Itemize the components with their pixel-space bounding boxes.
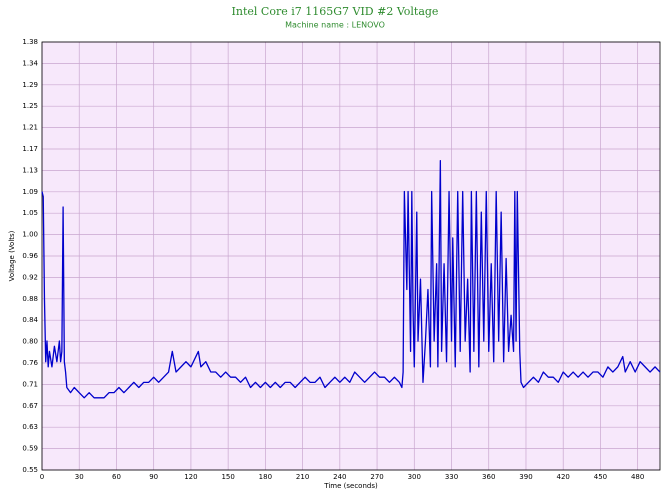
- y-tick-label: 1.34: [22, 59, 38, 67]
- x-tick-label: 60: [112, 473, 121, 481]
- y-tick-label: 0.67: [22, 402, 38, 410]
- y-tick-label: 0.63: [22, 423, 38, 431]
- y-axis-label: Voltage (Volts): [8, 230, 16, 281]
- x-tick-label: 390: [519, 473, 532, 481]
- x-axis-label: Time (seconds): [323, 482, 378, 490]
- x-tick-label: 240: [333, 473, 346, 481]
- x-tick-label: 0: [40, 473, 44, 481]
- y-tick-label: 0.80: [22, 338, 38, 346]
- y-tick-label: 0.71: [22, 380, 38, 388]
- x-tick-label: 420: [557, 473, 570, 481]
- y-tick-label: 1.13: [22, 166, 38, 174]
- y-tick-label: 0.59: [22, 445, 38, 453]
- y-tick-label: 1.29: [22, 81, 38, 89]
- y-tick-label: 0.92: [22, 273, 38, 281]
- x-tick-label: 450: [594, 473, 607, 481]
- x-tick-label: 330: [445, 473, 458, 481]
- x-tick-label: 210: [296, 473, 309, 481]
- x-tick-label: 30: [75, 473, 84, 481]
- y-tick-label: 1.17: [22, 145, 38, 153]
- y-tick-label: 1.38: [22, 38, 38, 46]
- x-tick-label: 150: [221, 473, 234, 481]
- x-tick-label: 360: [482, 473, 495, 481]
- y-tick-label: 1.05: [22, 209, 38, 217]
- y-tick-label: 0.84: [22, 316, 38, 324]
- x-tick-label: 480: [631, 473, 644, 481]
- data-line: [41, 159, 661, 399]
- y-tick-label: 0.96: [22, 252, 38, 260]
- y-tick-label: 1.09: [22, 188, 38, 196]
- y-tick-label: 1.00: [22, 231, 38, 239]
- x-tick-label: 180: [259, 473, 272, 481]
- y-tick-label: 0.55: [22, 466, 38, 474]
- y-tick-label: 0.88: [22, 295, 38, 303]
- y-tick-label: 1.21: [22, 124, 38, 132]
- y-tick-label: 0.76: [22, 359, 38, 367]
- x-tick-label: 270: [370, 473, 383, 481]
- plot-border: [41, 41, 661, 471]
- chart-subtitle: Machine name : LENOVO: [285, 21, 385, 30]
- y-tick-label: 1.25: [22, 102, 38, 110]
- x-tick-label: 120: [184, 473, 197, 481]
- x-tick-label: 90: [149, 473, 158, 481]
- chart-title: Intel Core i7 1165G7 VID #2 Voltage: [232, 5, 439, 18]
- x-tick-label: 300: [408, 473, 421, 481]
